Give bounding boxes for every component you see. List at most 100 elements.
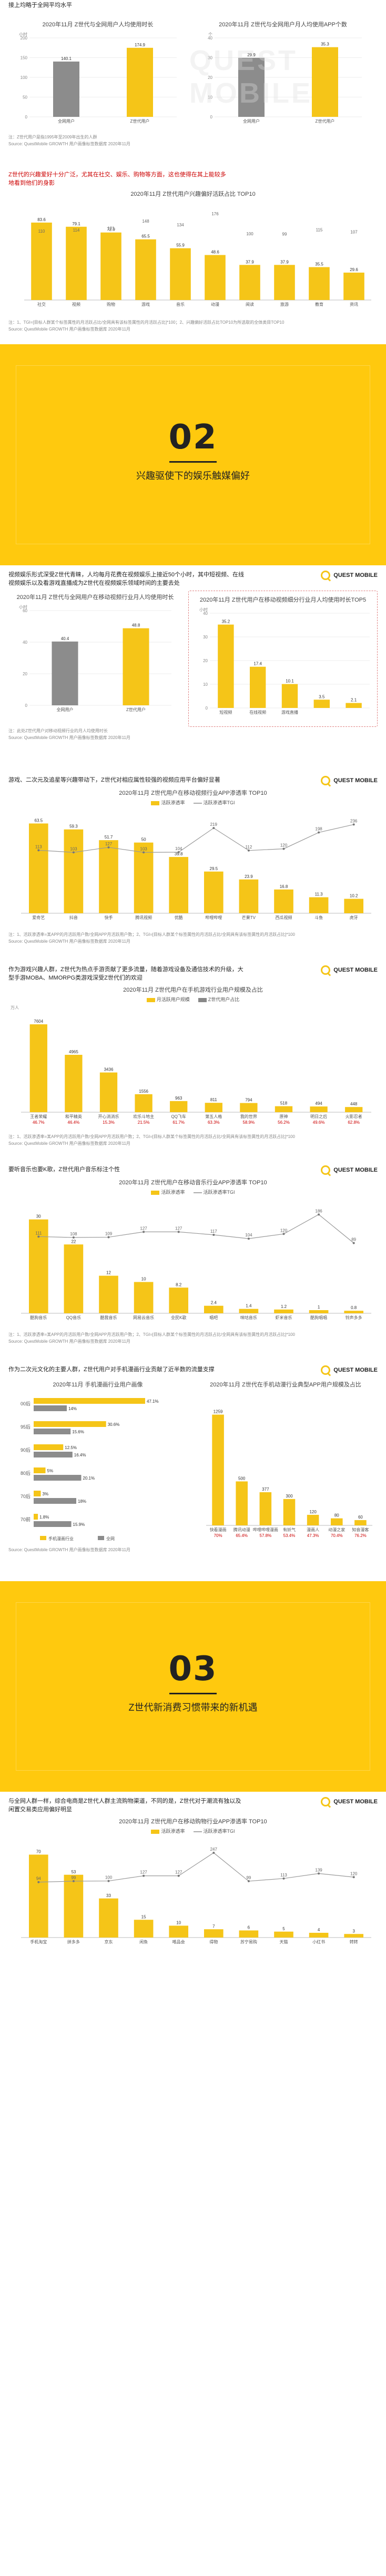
data-label: 60 <box>358 1515 363 1520</box>
tgi-point <box>352 823 355 826</box>
tgi-point <box>107 1880 110 1882</box>
bar <box>34 1498 76 1504</box>
y-tick-label: 200 <box>21 36 28 41</box>
y-tick-label: 0 <box>210 115 213 119</box>
legend-swatch <box>98 1536 104 1540</box>
data-label: 22 <box>71 1239 76 1244</box>
x-tick-label: 王者荣耀 <box>30 1114 47 1119</box>
data-label: 300 <box>286 1494 293 1499</box>
bar <box>344 1934 364 1938</box>
tgi-label: 236 <box>350 818 358 823</box>
chart-title: 2020年11月 手机漫画行业用户画像 <box>53 1382 143 1388</box>
brand-name: QUEST MOBILE <box>333 572 378 578</box>
share-label: 76.2% <box>354 1533 367 1538</box>
y-tick-label: 0 <box>25 703 28 708</box>
logo-icon <box>321 571 331 580</box>
x-tick-label: 资讯 <box>350 302 358 307</box>
bar <box>31 222 52 300</box>
bar <box>274 1309 293 1313</box>
tgi-label: 111 <box>35 1231 42 1235</box>
tgi-point <box>212 1852 215 1854</box>
bar <box>346 703 362 708</box>
bar <box>275 1106 293 1112</box>
legend-label: 手机漫画行业 <box>48 1536 74 1541</box>
brand-name: QUEST MOBILE <box>333 777 378 784</box>
legend-line: 活跃渗透率TGI <box>193 1828 235 1834</box>
x-tick-label: 唱吧 <box>209 1315 218 1320</box>
x-tick-label: 明日之后 <box>310 1114 327 1119</box>
x-tick-label: 快手 <box>105 915 113 920</box>
legend-bar: 活跃渗透率 <box>151 1828 185 1834</box>
data-label: 3% <box>43 1492 49 1496</box>
brand-name: QUEST MOBILE <box>333 1799 378 1805</box>
caption: 与全网人群一样，综合电商是Z世代人群主流购物渠道，不同的是，Z世代对于潮流有独以… <box>8 1798 241 1813</box>
tgi-label: 127 <box>175 1870 182 1875</box>
x-tick-label: 抖音 <box>69 915 78 920</box>
data-label: 12.5% <box>65 1445 77 1450</box>
x-tick-label: 第五人格 <box>205 1114 222 1119</box>
data-label: 17.4 <box>253 662 262 666</box>
data-label: 794 <box>245 1098 252 1103</box>
x-tick-label: 购物 <box>107 302 115 307</box>
data-label: 59.3 <box>69 824 78 829</box>
data-label: 4 <box>318 1928 320 1932</box>
data-label: 448 <box>350 1102 358 1106</box>
data-label: 963 <box>175 1096 182 1101</box>
data-label: 15.9% <box>73 1522 85 1527</box>
section-shopping: 与全网人群一样，综合电商是Z世代人群主流购物渠道，不同的是，Z世代对于潮流有独以… <box>0 1792 386 1962</box>
bar <box>134 1282 154 1313</box>
section-games: 作为游戏兴趣人群，Z世代为热点手游贡献了更多流量，随着游戏设备及通信技术的升级，… <box>0 960 386 1160</box>
data-label: 29.5 <box>210 866 218 871</box>
bar <box>239 1930 259 1938</box>
source: Source: QuestMobile GROWTH 用户画像标签数据库 202… <box>8 142 130 146</box>
data-label: 0.8 <box>351 1305 357 1310</box>
tgi-label: 120 <box>280 843 288 848</box>
bar <box>205 1103 222 1112</box>
data-label: 1259 <box>214 1410 223 1414</box>
brand-name: QUEST MOBILE <box>333 1367 378 1373</box>
source: Source: QuestMobile GROWTH 用户画像标签数据库 202… <box>8 327 130 332</box>
tgi-label: 100 <box>105 1875 113 1880</box>
tgi-point <box>212 1233 215 1236</box>
bar <box>354 1520 367 1525</box>
share-label: 65.4% <box>236 1533 248 1538</box>
y-axis-label: 小时 <box>19 604 27 610</box>
bar <box>127 47 153 117</box>
tgi-label: 112 <box>246 845 252 850</box>
tgi-label: 104 <box>245 1233 252 1237</box>
legend-share: Z世代用户占比 <box>198 996 239 1003</box>
data-label: 70 <box>36 1850 41 1854</box>
data-label: 2.4 <box>211 1301 217 1305</box>
x-tick-label: 网易云音乐 <box>133 1315 154 1320</box>
bar <box>239 265 260 300</box>
chart-title: 2020年11月 Z世代用户在移动音乐行业APP渗透率 TOP10 <box>119 1180 267 1186</box>
share-label: 62.8% <box>348 1120 360 1125</box>
tgi-point <box>247 1237 250 1240</box>
tgi-point <box>72 1880 75 1882</box>
bar <box>169 1287 189 1313</box>
tgi-label: 103 <box>140 846 147 851</box>
y-tick-label: 70后 <box>21 1494 31 1499</box>
share-label: 46.7% <box>33 1120 45 1125</box>
bar <box>170 248 191 300</box>
bar <box>134 1920 154 1938</box>
data-label: 120 <box>309 1510 317 1514</box>
bar <box>309 897 329 913</box>
chart-title: 2020年11月 Z世代与全网用户月人均使用APP个数 <box>219 22 347 28</box>
chart-video-sub: 2020年11月 Z世代用户在移动视频细分行业月人均使用时长TOP5 0 10 20… <box>188 591 378 727</box>
bar <box>240 1103 258 1112</box>
bar <box>250 666 266 708</box>
legend-line: 活跃渗透率TGI <box>193 1189 235 1195</box>
x-tick-label: 漫画人 <box>307 1527 319 1532</box>
bar <box>34 1421 106 1427</box>
x-tick-label: 京东 <box>105 1939 113 1944</box>
data-label: 48.8 <box>132 623 140 628</box>
y-tick-label: 100 <box>21 75 28 80</box>
note: 注：1、活跃渗透率=某APP的月活跃用户数/全网APP月活跃用户数；2、TGI=… <box>8 1134 295 1139</box>
tgi-label: 107 <box>350 229 358 234</box>
y-tick-label: 00后 <box>21 1401 31 1406</box>
x-tick-label: 在线视频 <box>249 710 266 715</box>
data-label: 500 <box>238 1476 246 1481</box>
tgi-label: 139 <box>315 1868 322 1872</box>
